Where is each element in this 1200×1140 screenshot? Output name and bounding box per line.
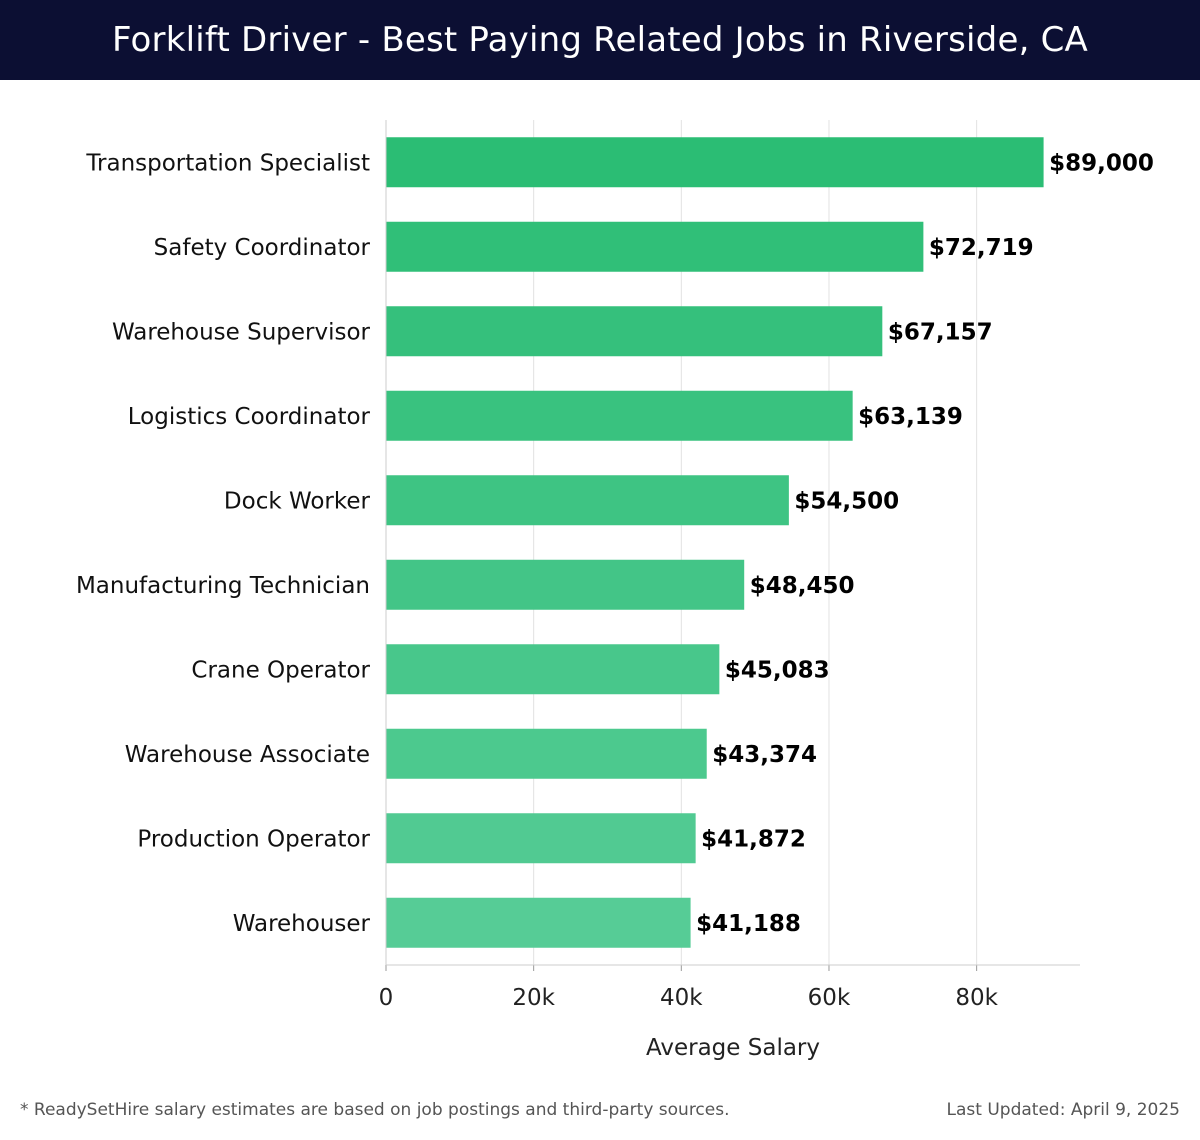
bar-value-label: $48,450: [750, 573, 855, 599]
bar-chart: Transportation Specialist $89,000 Safety C…: [76, 120, 1154, 1061]
y-category-label: Warehouser: [233, 911, 371, 937]
y-category-label: Logistics Coordinator: [128, 404, 371, 430]
bar: [386, 137, 1044, 188]
footer-note: * ReadySetHire salary estimates are base…: [20, 1100, 730, 1120]
x-axis-title: Average Salary: [646, 1035, 820, 1061]
bar: [386, 728, 707, 779]
bar-value-label: $41,188: [696, 911, 801, 937]
title-bar: Forklift Driver - Best Paying Related Jo…: [0, 0, 1200, 80]
bar-layer: [386, 137, 1044, 948]
bar-value-label: $54,500: [794, 488, 899, 514]
x-tick-label: 20k: [512, 985, 555, 1011]
bar: [386, 644, 720, 695]
x-tick-label: 80k: [955, 985, 998, 1011]
bar: [386, 897, 691, 948]
x-tick-label: 40k: [660, 985, 703, 1011]
last-updated: Last Updated: April 9, 2025: [946, 1100, 1180, 1120]
bar: [386, 306, 883, 357]
bar-value-label: $63,139: [858, 404, 963, 430]
bar: [386, 221, 924, 272]
axis-layer: 0 20k 40k 60k 80k: [379, 120, 1080, 1011]
y-category-label: Dock Worker: [224, 488, 371, 514]
x-tick-label: 60k: [808, 985, 851, 1011]
bar-value-label: $43,374: [712, 742, 817, 768]
bar-value-label: $41,872: [701, 826, 806, 852]
y-category-label: Transportation Specialist: [85, 150, 370, 176]
y-category-label: Warehouse Associate: [125, 742, 370, 768]
bar: [386, 475, 789, 526]
chart-title: Forklift Driver - Best Paying Related Jo…: [112, 20, 1088, 60]
bar-value-label: $89,000: [1049, 150, 1154, 176]
bar-value-label: $72,719: [929, 235, 1034, 261]
bar: [386, 559, 745, 610]
y-category-label: Warehouse Supervisor: [112, 319, 371, 345]
label-layer: Transportation Specialist $89,000 Safety C…: [76, 150, 1154, 937]
bar: [386, 813, 696, 864]
bar: [386, 390, 853, 441]
bar-value-label: $45,083: [725, 657, 830, 683]
y-category-label: Production Operator: [137, 826, 370, 852]
x-tick-label: 0: [379, 985, 394, 1011]
bar-value-label: $67,157: [888, 319, 993, 345]
y-category-label: Safety Coordinator: [154, 235, 371, 261]
y-category-label: Crane Operator: [191, 657, 370, 683]
y-category-label: Manufacturing Technician: [76, 573, 370, 599]
